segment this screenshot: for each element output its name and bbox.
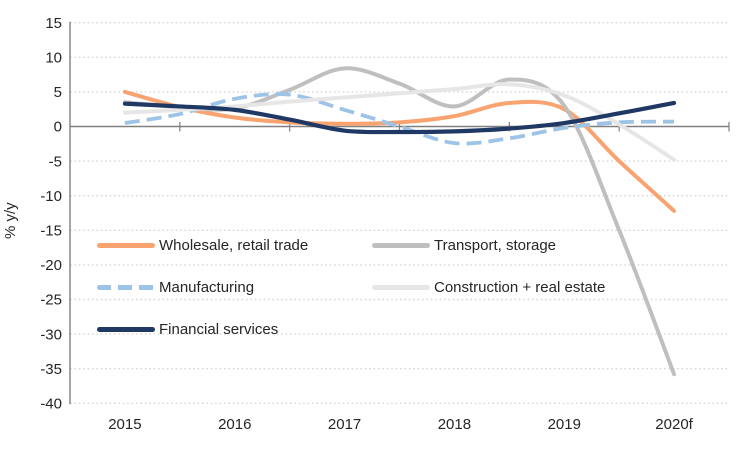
legend-item-construction-real-estate: Construction + real estate	[372, 278, 606, 296]
legend-item-financial-services: Financial services	[97, 320, 279, 338]
y-tick-label: -5	[49, 153, 62, 170]
y-tick-label: 15	[45, 15, 62, 32]
x-tick-label: 2017	[328, 416, 361, 433]
y-tick-label: 5	[54, 84, 62, 101]
legend-label-financial-services: Financial services	[159, 320, 279, 338]
x-tick-label: 2016	[218, 416, 251, 433]
x-tick-label: 2015	[108, 416, 141, 433]
legend-swatch-wholesale-retail-trade	[97, 242, 155, 248]
y-tick-label: -20	[40, 257, 62, 274]
y-tick-label: -40	[40, 396, 62, 413]
y-tick-label: -30	[40, 326, 62, 343]
y-tick-label: 10	[45, 50, 62, 67]
series-line-wholesale-retail-trade	[122, 89, 677, 213]
series-line-manufacturing	[124, 92, 675, 146]
legend-label-construction-real-estate: Construction + real estate	[434, 278, 606, 296]
x-tick-label: 2019	[548, 416, 581, 433]
legend-label-wholesale-retail-trade: Wholesale, retail trade	[159, 236, 309, 254]
legend-swatch-financial-services	[97, 326, 155, 332]
legend-swatch-transport-storage	[372, 242, 430, 248]
y-tick-label: 0	[54, 119, 62, 136]
x-tick-label: 2018	[438, 416, 471, 433]
x-tick-label: 2020f	[655, 416, 693, 433]
y-tick-label: -35	[40, 361, 62, 378]
y-tick-label: -15	[40, 223, 62, 240]
legend-swatch-construction-real-estate	[372, 284, 430, 290]
legend-label-transport-storage: Transport, storage	[434, 236, 556, 254]
series-line-financial-services	[122, 100, 677, 135]
legend-label-manufacturing: Manufacturing	[159, 278, 255, 296]
legend-item-manufacturing: Manufacturing	[97, 278, 255, 296]
y-axis-title: % y/y	[2, 202, 19, 239]
legend-item-transport-storage: Transport, storage	[372, 236, 556, 254]
y-tick-label: -25	[40, 292, 62, 309]
legend-swatch-manufacturing	[97, 284, 155, 290]
y-tick-label: -10	[40, 188, 62, 205]
legend-item-wholesale-retail-trade: Wholesale, retail trade	[97, 236, 309, 254]
